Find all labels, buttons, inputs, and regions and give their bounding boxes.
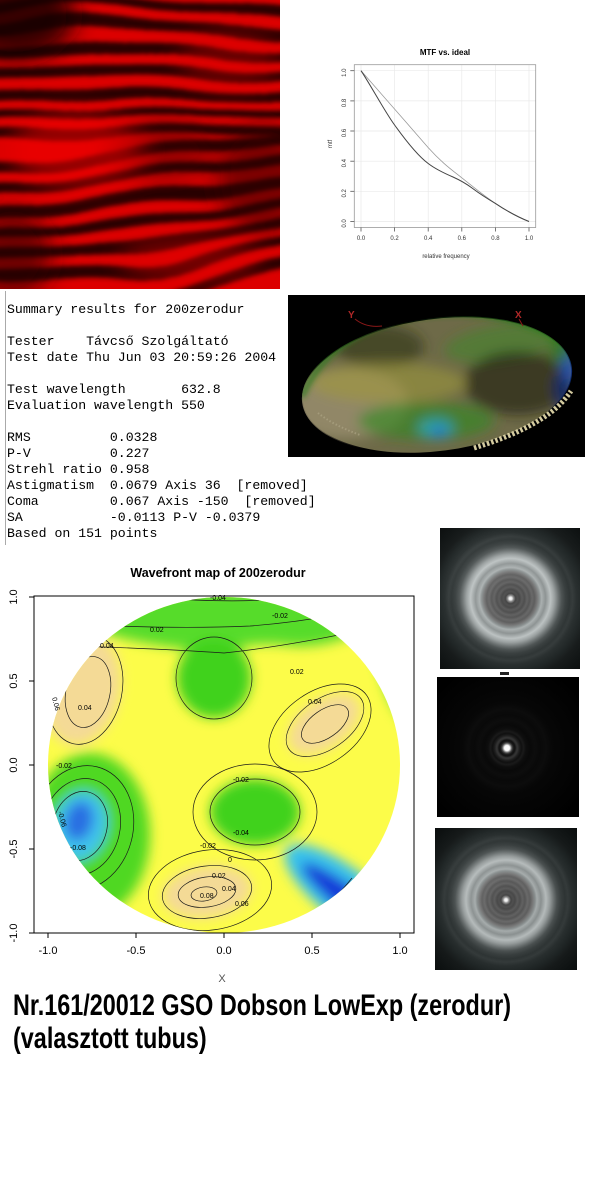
svg-text:0.08: 0.08: [200, 893, 214, 900]
svg-text:X: X: [515, 310, 522, 321]
svg-text:-1.0: -1.0: [39, 945, 58, 957]
svg-text:0.0: 0.0: [357, 236, 366, 242]
svg-text:0.0: 0.0: [8, 757, 20, 772]
svg-text:0.04: 0.04: [100, 643, 114, 650]
svg-text:relative frequency: relative frequency: [422, 254, 469, 260]
svg-text:0.04: 0.04: [78, 705, 92, 712]
svg-text:0.0: 0.0: [342, 219, 348, 228]
svg-text:mtf: mtf: [328, 140, 334, 149]
svg-text:-1.0: -1.0: [8, 924, 20, 943]
svg-text:-0.08: -0.08: [70, 845, 86, 852]
svg-text:Wavefront map of 200zerodur: Wavefront map of 200zerodur: [130, 566, 305, 580]
svg-text:0.04: 0.04: [308, 699, 322, 706]
svg-text:0.02: 0.02: [212, 873, 226, 880]
svg-text:0.5: 0.5: [304, 945, 319, 957]
svg-text:-0.5: -0.5: [127, 945, 146, 957]
svg-text:1.0: 1.0: [342, 68, 348, 77]
svg-text:0.6: 0.6: [458, 236, 467, 242]
svg-text:-0.06: -0.06: [56, 811, 67, 828]
svg-text:0.5: 0.5: [8, 673, 20, 688]
svg-text:0.02: 0.02: [150, 627, 164, 634]
svg-text:0.6: 0.6: [342, 128, 348, 137]
svg-text:0.04: 0.04: [222, 886, 236, 893]
svg-text:MTF vs. ideal: MTF vs. ideal: [420, 48, 470, 57]
svg-text:0.8: 0.8: [342, 98, 348, 107]
svg-text:X: X: [218, 973, 226, 985]
svg-text:0.8: 0.8: [491, 236, 500, 242]
svg-text:0.4: 0.4: [424, 236, 433, 242]
svg-text:0.0: 0.0: [216, 945, 231, 957]
svg-text:0.2: 0.2: [390, 236, 399, 242]
svg-text:0.06: 0.06: [50, 697, 60, 712]
svg-text:0.2: 0.2: [342, 188, 348, 197]
svg-text:-0.02: -0.02: [200, 843, 216, 850]
svg-text:-0.02: -0.02: [272, 613, 288, 620]
svg-text:-0.02: -0.02: [233, 777, 249, 784]
svg-text:Y: Y: [348, 310, 355, 321]
svg-text:0.4: 0.4: [342, 158, 348, 167]
svg-text:-0.04: -0.04: [210, 595, 226, 602]
svg-text:1.0: 1.0: [392, 945, 407, 957]
svg-text:-0.5: -0.5: [8, 840, 20, 859]
svg-text:0.02: 0.02: [290, 669, 304, 676]
svg-text:0.06: 0.06: [235, 901, 249, 908]
svg-text:-0.02: -0.02: [56, 763, 72, 770]
svg-text:-0.04: -0.04: [233, 830, 249, 837]
svg-text:1.0: 1.0: [525, 236, 534, 242]
svg-text:1.0: 1.0: [8, 589, 20, 604]
svg-text:0: 0: [228, 857, 232, 864]
